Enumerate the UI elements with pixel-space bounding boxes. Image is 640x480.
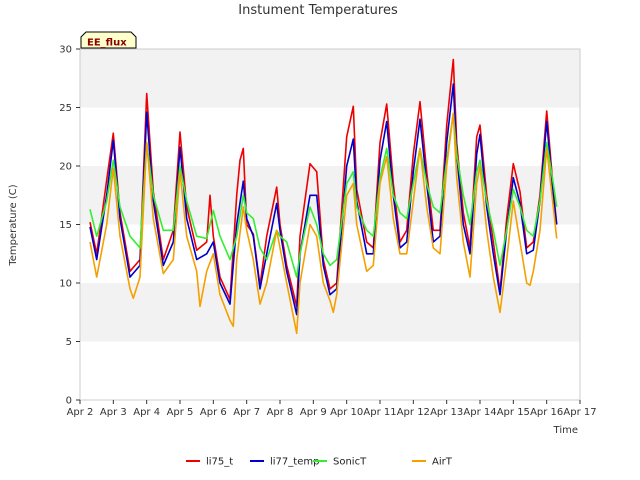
legend-item: SonicT <box>313 457 367 468</box>
x-tick-label: Apr 5 <box>167 407 194 418</box>
x-axis-ticks: Apr 2 Apr 3 Apr 4 Apr 5 Apr 6 Apr 7 Apr 8 Apr 9… <box>67 400 597 418</box>
grid-band <box>80 107 580 166</box>
badge-box <box>80 31 137 49</box>
x-tick-label: Apr 14 <box>463 407 496 418</box>
x-tick-label: Apr 9 <box>300 407 327 418</box>
x-tick-label: Apr 7 <box>233 407 260 418</box>
y-axis-label: Temperature (C) <box>8 184 19 266</box>
legend-label: AirT <box>432 457 453 468</box>
y-tick-label: 30 <box>59 45 72 56</box>
legend: li75_t li77_temp SonicT AirT <box>186 457 453 468</box>
legend-label: li75_t <box>206 457 233 468</box>
x-axis-label: Time <box>553 425 578 436</box>
x-tick-label: Apr 4 <box>133 407 160 418</box>
grid-band <box>80 166 580 225</box>
legend-item: AirT <box>412 457 453 468</box>
grid-band <box>80 341 580 400</box>
x-tick-label: Apr 8 <box>267 407 294 418</box>
x-tick-label: Apr 2 <box>67 407 94 418</box>
x-tick-label: Apr 16 <box>530 407 563 418</box>
y-tick-label: 25 <box>59 103 72 114</box>
y-tick-label: 5 <box>66 337 72 348</box>
chart-title: Instument Temperatures <box>238 3 398 18</box>
y-tick-label: 10 <box>59 279 72 290</box>
grid-band <box>80 49 580 108</box>
series-line-li75-t <box>89 58 558 308</box>
legend-item: li75_t <box>186 457 233 468</box>
series-line-sonict <box>89 112 558 278</box>
badge: EE_flux <box>80 31 137 49</box>
y-tick-label: 0 <box>66 396 72 407</box>
y-tick-label: 20 <box>59 162 72 173</box>
x-tick-label: Apr 15 <box>497 407 530 418</box>
plot-background-bands <box>80 49 580 400</box>
legend-label: SonicT <box>333 457 367 468</box>
x-tick-label: Apr 10 <box>330 407 363 418</box>
x-tick-label: Apr 11 <box>363 407 396 418</box>
series-line-airt <box>89 112 558 335</box>
y-axis-ticks: 0 5 10 15 20 25 30 <box>59 45 80 407</box>
x-tick-label: Apr 17 <box>563 407 596 418</box>
x-tick-label: Apr 13 <box>430 407 463 418</box>
y-tick-label: 15 <box>59 220 72 231</box>
badge-label: EE_flux <box>87 38 127 49</box>
legend-item: li77_temp <box>250 457 319 468</box>
x-tick-label: Apr 12 <box>397 407 430 418</box>
x-tick-label: Apr 3 <box>100 407 127 418</box>
series-layer <box>89 58 558 335</box>
x-tick-label: Apr 6 <box>200 407 227 418</box>
legend-label: li77_temp <box>270 457 319 468</box>
